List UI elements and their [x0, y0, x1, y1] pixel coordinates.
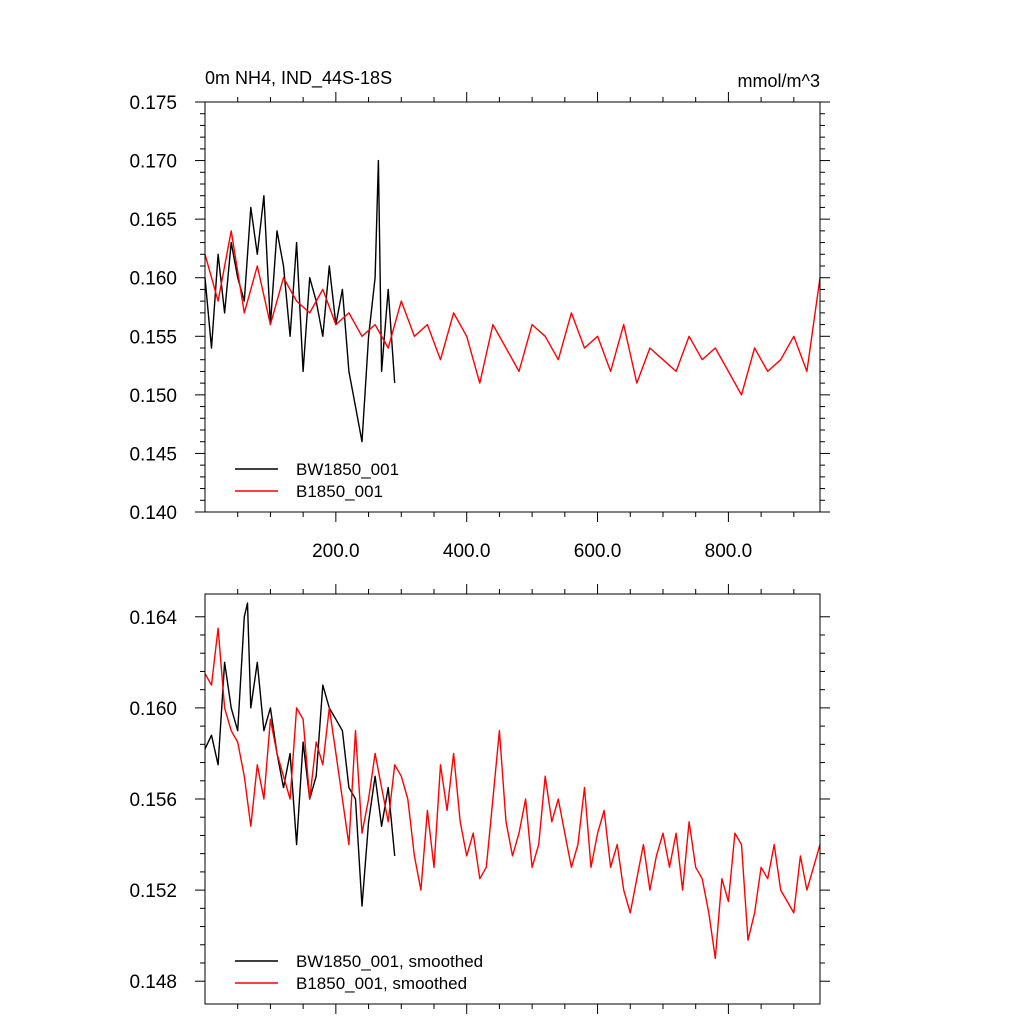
legend-label-b1850-smoothed: B1850_001, smoothed — [296, 974, 467, 993]
top-panel-series — [204, 159, 821, 443]
y-tick-label: 0.160 — [129, 699, 177, 720]
legend-label-bw1850: BW1850_001 — [296, 460, 399, 479]
top-panel-legend: BW1850_001 B1850_001 — [235, 460, 399, 501]
panel-title: 0m NH4, IND_44S-18S — [205, 68, 392, 89]
bottom-panel-frame — [204, 593, 821, 1005]
bottom-panel-series — [204, 602, 821, 960]
legend-label-bw1850-smoothed: BW1850_001, smoothed — [296, 952, 483, 971]
y-tick-label: 0.156 — [129, 790, 177, 811]
bottom-panel: 0.148 0.152 0.156 0.160 0.164 BW1850_001, sm… — [129, 584, 830, 1014]
top-panel-frame — [204, 101, 821, 513]
units-label: mmol/m^3 — [738, 71, 820, 91]
y-tick-label: 0.140 — [129, 503, 177, 524]
bottom-panel-ticks: 0.148 0.152 0.156 0.160 0.164 — [129, 584, 830, 1014]
top-panel-ticks: 0.140 0.145 0.150 0.155 0.160 0.165 0.170 0.175… — [129, 92, 830, 562]
y-tick-label: 0.150 — [129, 386, 177, 407]
series-line-b1850 — [204, 230, 821, 396]
x-tick-label: 800.0 — [705, 541, 753, 562]
y-tick-label: 0.164 — [129, 608, 177, 629]
bottom-panel-legend: BW1850_001, smoothed B1850_001, smoothed — [235, 952, 483, 993]
x-tick-label: 400.0 — [443, 541, 491, 562]
series-line-b1850 — [204, 627, 821, 960]
y-tick-label: 0.165 — [129, 210, 177, 231]
y-tick-label: 0.152 — [129, 881, 177, 902]
x-tick-label: 200.0 — [312, 541, 360, 562]
series-line-bw1850 — [204, 602, 396, 907]
legend-label-b1850: B1850_001 — [296, 482, 383, 501]
y-tick-label: 0.148 — [129, 972, 177, 993]
y-tick-label: 0.160 — [129, 269, 177, 290]
y-tick-label: 0.145 — [129, 444, 177, 465]
y-tick-label: 0.170 — [129, 152, 177, 173]
x-tick-label: 600.0 — [574, 541, 622, 562]
y-tick-label: 0.155 — [129, 327, 177, 348]
top-panel: 0m NH4, IND_44S-18S mmol/m^3 0.1400.1450… — [129, 68, 830, 562]
series-line-bw1850 — [204, 159, 396, 443]
y-tick-label: 0.175 — [129, 93, 177, 114]
